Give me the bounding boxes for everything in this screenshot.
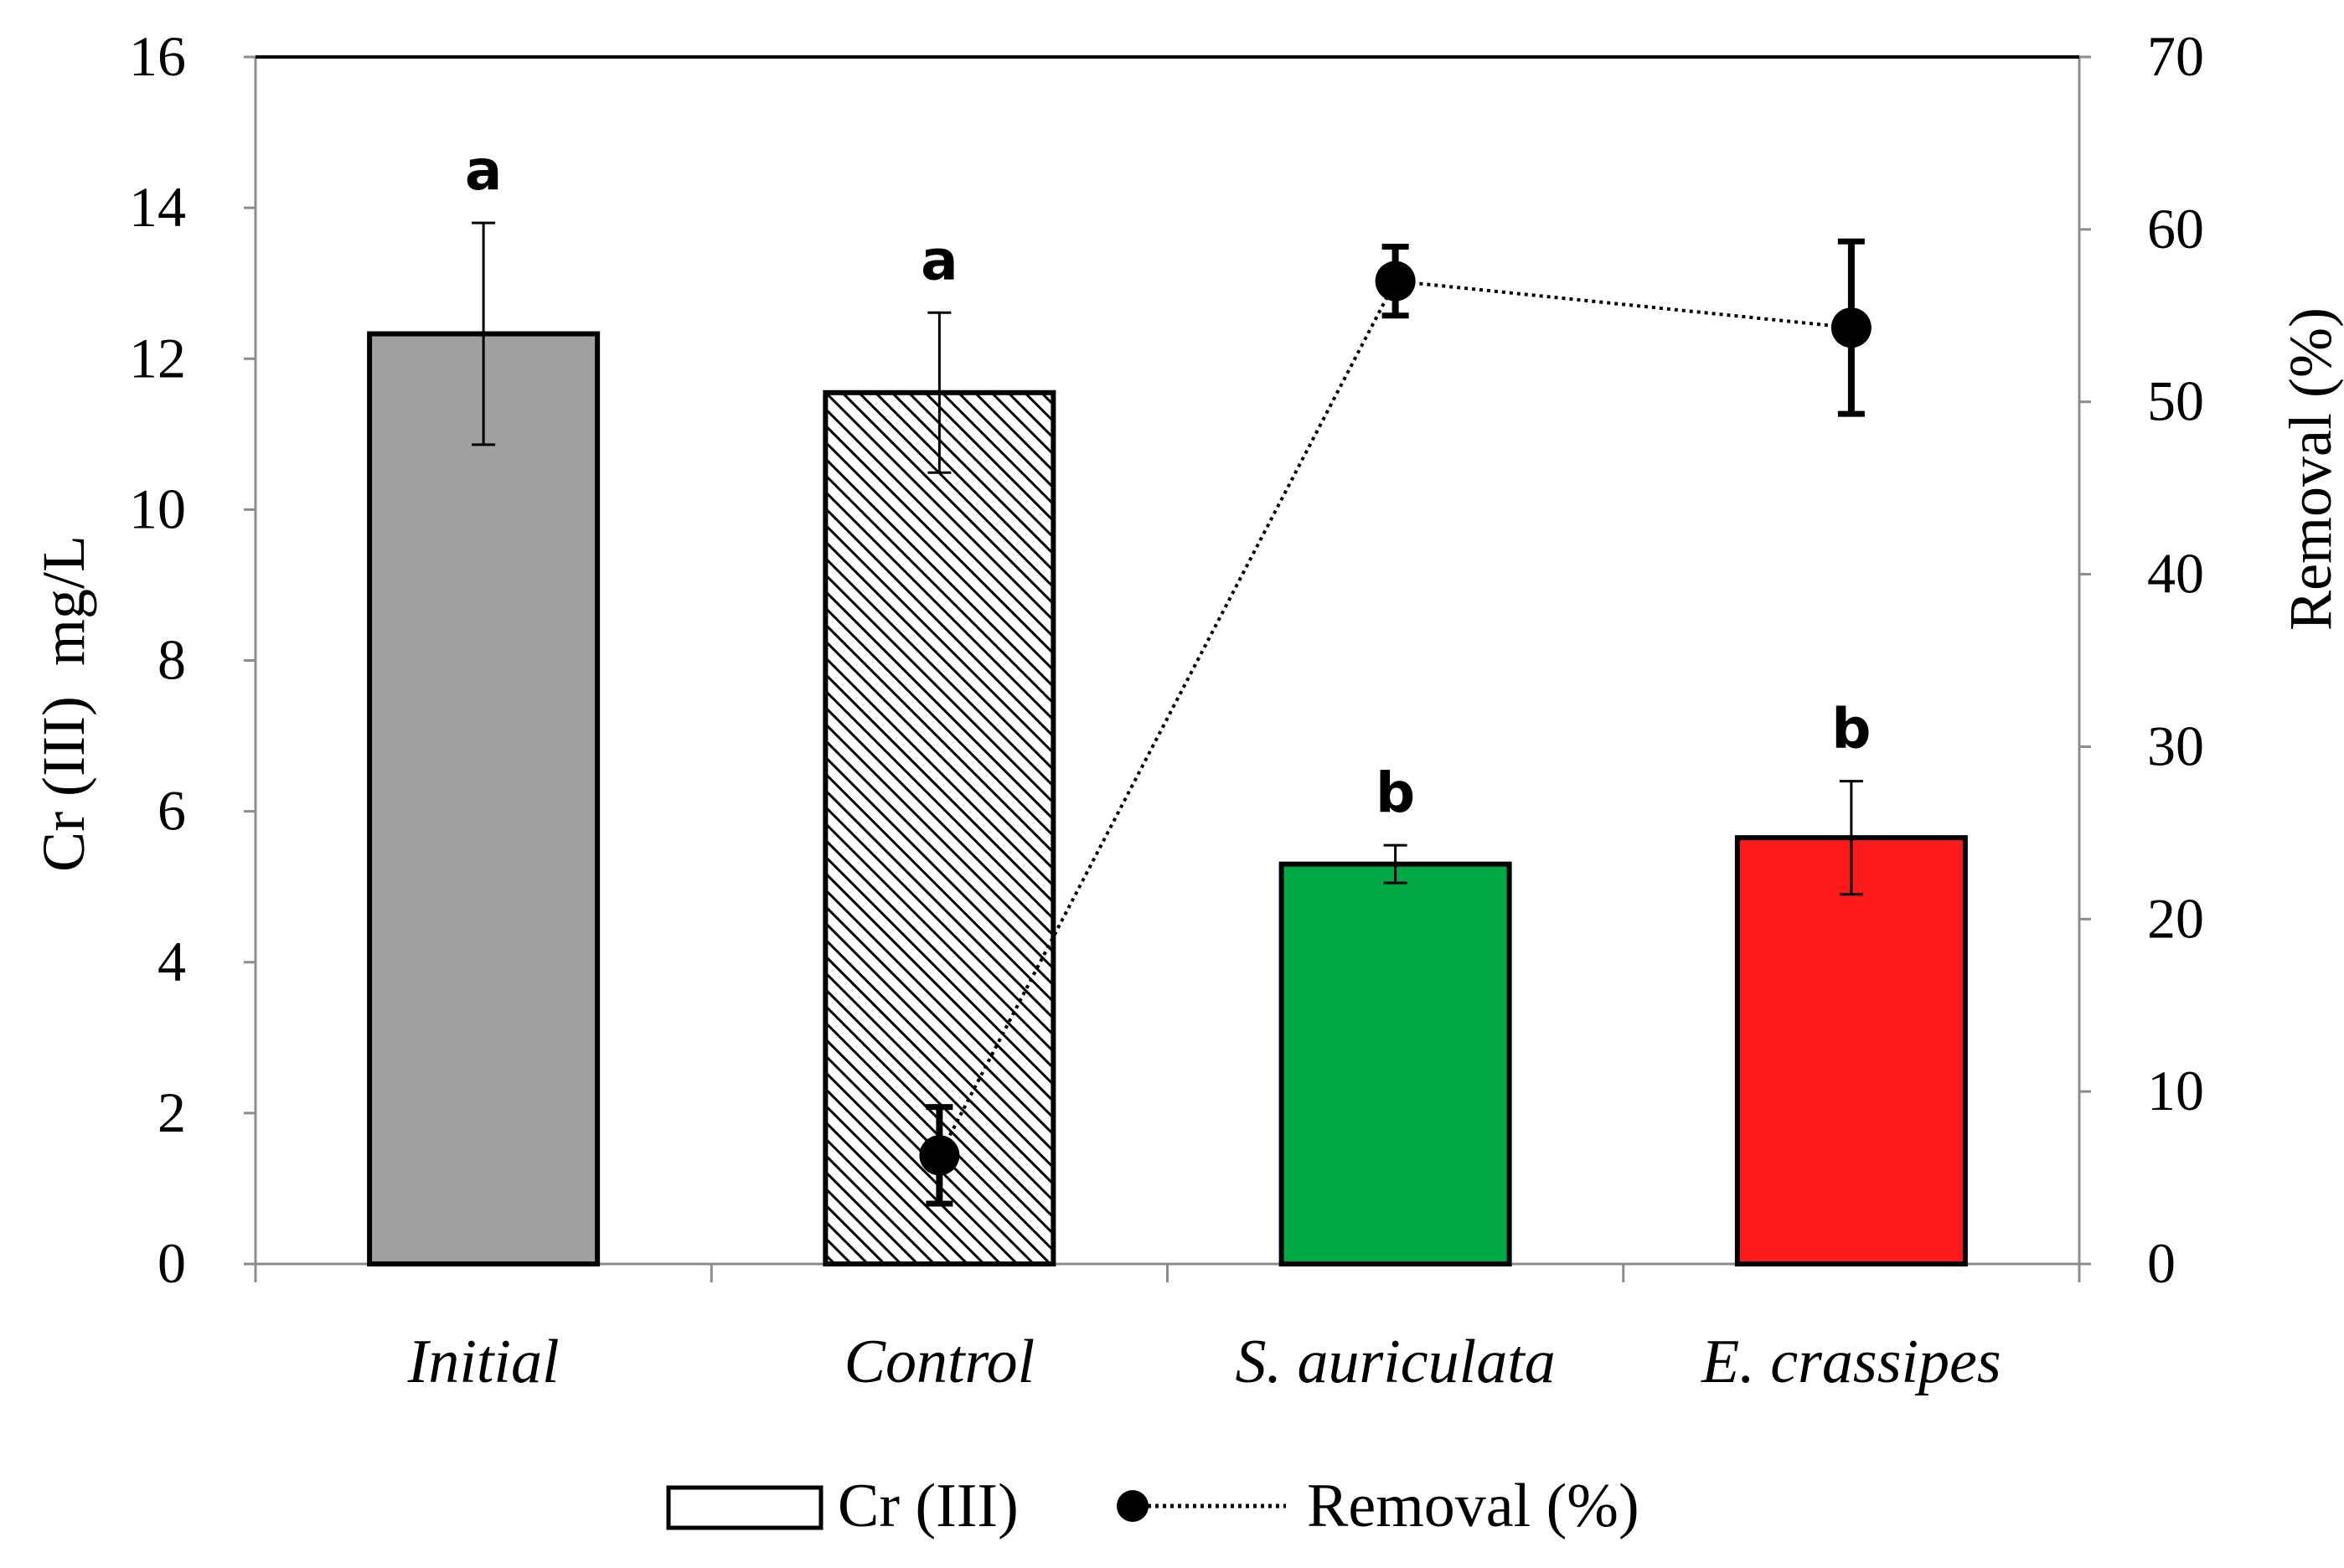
x-tick-label: Initial (407, 1328, 560, 1396)
legend: Cr (III) Removal (%) (666, 1472, 1639, 1540)
y-axis-right-label: Removal (%) (2277, 307, 2344, 631)
y-right-tick-label: 60 (2147, 197, 2204, 260)
y-axis-left: 0 2 4 6 8 10 12 14 16 (129, 24, 256, 1295)
significance-letter: b (1376, 761, 1415, 825)
removal-point (1375, 260, 1416, 302)
y-right-tick-label: 0 (2147, 1231, 2176, 1295)
bar-series-cr-iii (367, 221, 1968, 1267)
bar (367, 331, 601, 1266)
y-right-tick-label: 30 (2147, 714, 2204, 777)
legend-swatch-cr-iii (666, 1485, 823, 1530)
y-left-tick-label: 6 (157, 779, 186, 843)
significance-labels: a a b b (465, 138, 1872, 825)
y-right-tick-label: 10 (2147, 1059, 2204, 1122)
removal-point (1830, 307, 1872, 348)
x-tick-label: E. crassipes (1701, 1328, 2001, 1396)
y-right-tick-label: 50 (2147, 369, 2204, 433)
y-right-tick-label: 20 (2147, 886, 2204, 950)
bar (1734, 835, 1968, 1266)
x-axis: Initial Control S. auriculata E. crassipes (254, 1264, 2081, 1396)
removal-line (937, 279, 1852, 1157)
y-right-tick-label: 70 (2147, 24, 2204, 88)
y-axis-left-label: Cr (III) mg/L (30, 535, 97, 872)
y-left-tick-label: 10 (129, 477, 186, 540)
y-left-tick-label: 0 (157, 1231, 186, 1295)
x-tick-label: Control (844, 1328, 1035, 1396)
y-axis-right: 0 10 20 30 40 50 60 70 (2079, 24, 2204, 1295)
y-left-tick-label: 4 (157, 930, 186, 993)
legend-label-cr-iii: Cr (III) (838, 1472, 1019, 1540)
y-left-tick-label: 8 (157, 628, 186, 692)
line-series-removal (919, 238, 1872, 1207)
significance-letter: a (465, 138, 503, 203)
y-left-tick-label: 2 (157, 1081, 186, 1144)
x-tick-label: S. auriculata (1235, 1328, 1555, 1396)
significance-letter: a (921, 228, 958, 292)
bar (1278, 861, 1512, 1266)
significance-letter: b (1831, 697, 1871, 761)
legend-label-removal: Removal (%) (1307, 1472, 1639, 1540)
y-right-tick-label: 40 (2147, 542, 2204, 606)
y-left-tick-label: 16 (129, 24, 186, 88)
removal-point (919, 1135, 960, 1176)
y-left-tick-label: 14 (129, 175, 186, 239)
y-left-tick-label: 12 (129, 326, 186, 389)
legend-marker-removal (1117, 1490, 1149, 1522)
